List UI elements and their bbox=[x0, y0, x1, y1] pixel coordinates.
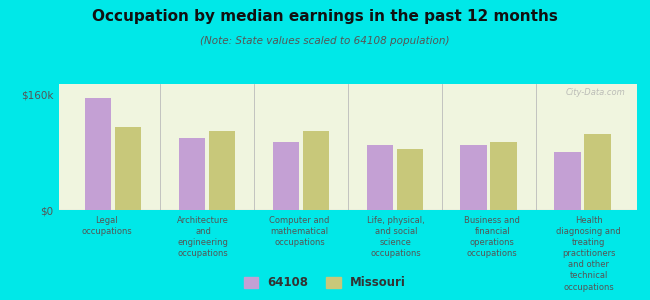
Bar bbox=[554, 152, 580, 210]
Text: Computer and
mathematical
occupations: Computer and mathematical occupations bbox=[269, 216, 330, 247]
Text: Architecture
and
engineering
occupations: Architecture and engineering occupations bbox=[177, 216, 229, 258]
Text: Health
diagnosing and
treating
practitioners
and other
technical
occupations: Health diagnosing and treating practitio… bbox=[556, 216, 621, 292]
Bar bbox=[396, 149, 423, 210]
Bar bbox=[209, 131, 235, 210]
Text: Life, physical,
and social
science
occupations: Life, physical, and social science occup… bbox=[367, 216, 425, 258]
Text: Legal
occupations: Legal occupations bbox=[81, 216, 132, 236]
Bar bbox=[367, 145, 393, 210]
Text: Business and
financial
operations
occupations: Business and financial operations occupa… bbox=[465, 216, 520, 258]
Text: (Note: State values scaled to 64108 population): (Note: State values scaled to 64108 popu… bbox=[200, 36, 450, 46]
Text: Occupation by median earnings in the past 12 months: Occupation by median earnings in the pas… bbox=[92, 9, 558, 24]
Bar bbox=[491, 142, 517, 210]
Bar bbox=[272, 142, 299, 210]
Bar bbox=[84, 98, 111, 210]
Bar bbox=[303, 131, 329, 210]
Bar bbox=[179, 138, 205, 210]
Text: City-Data.com: City-Data.com bbox=[566, 88, 625, 97]
Legend: 64108, Missouri: 64108, Missouri bbox=[239, 272, 411, 294]
Bar bbox=[584, 134, 611, 210]
Bar bbox=[460, 145, 487, 210]
Bar bbox=[115, 127, 141, 210]
